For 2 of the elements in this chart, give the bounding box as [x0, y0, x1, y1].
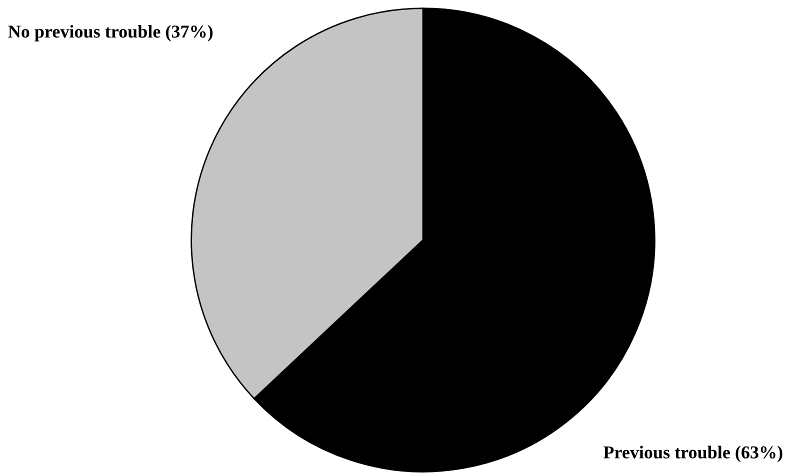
- slice-label: No previous trouble (37%): [8, 24, 213, 42]
- slice-label: Previous trouble (63%): [603, 446, 782, 462]
